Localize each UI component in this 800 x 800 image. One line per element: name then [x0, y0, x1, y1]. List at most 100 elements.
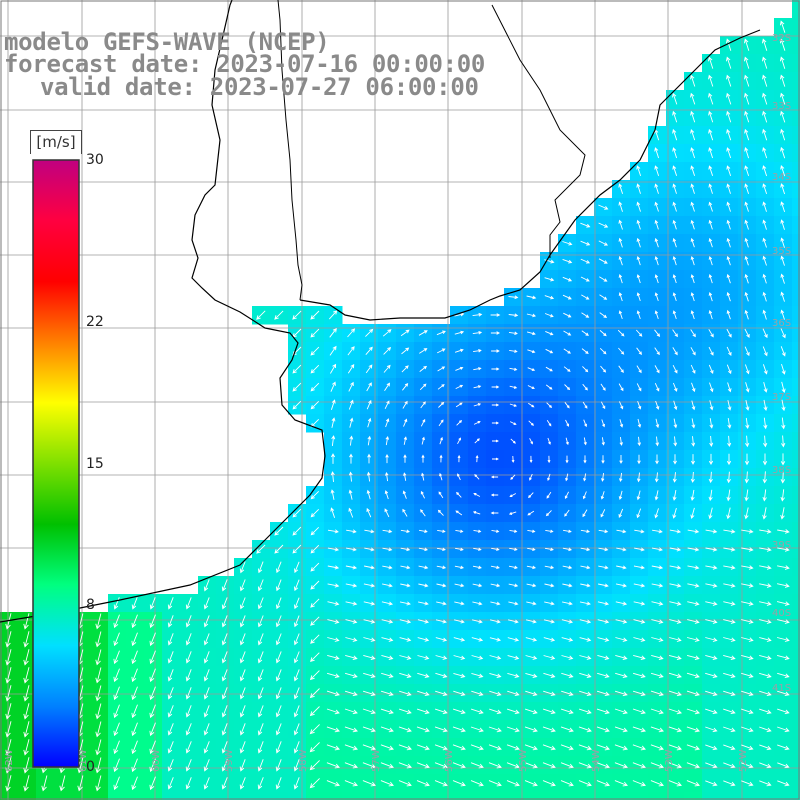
wind-arrow	[292, 508, 302, 518]
wind-arrow	[672, 274, 677, 284]
wind-arrow	[331, 453, 335, 464]
wind-arrow	[203, 741, 210, 754]
wind-speed-cell	[450, 792, 469, 800]
wind-arrow	[777, 565, 790, 570]
wind-arrow	[654, 147, 660, 159]
wind-arrow	[560, 744, 574, 751]
wind-arrow	[562, 258, 573, 264]
wind-arrow	[561, 690, 574, 697]
wind-arrow	[668, 654, 682, 661]
wind-arrow	[616, 565, 627, 570]
wind-arrow	[256, 544, 266, 554]
wind-arrow	[632, 780, 646, 787]
wind-arrow	[741, 708, 754, 715]
wind-arrow	[655, 436, 660, 447]
wind-arrow	[327, 547, 340, 552]
wind-arrow	[399, 690, 412, 697]
wind-arrow	[744, 128, 750, 141]
wind-arrow	[744, 346, 750, 357]
wind-arrow	[655, 400, 660, 410]
wind-arrow	[490, 313, 501, 317]
wind-arrow	[579, 601, 591, 606]
wind-arrow	[185, 741, 192, 754]
wind-arrow	[691, 454, 695, 465]
wind-arrow	[326, 690, 340, 697]
wind-arrow	[727, 382, 732, 393]
wind-arrow	[402, 382, 409, 391]
wind-arrow	[403, 436, 408, 445]
wind-arrow	[705, 637, 718, 642]
wind-arrow	[654, 329, 661, 337]
wind-arrow	[257, 705, 264, 718]
wind-arrow	[239, 687, 246, 700]
wind-arrow	[526, 331, 536, 336]
wind-arrow	[419, 529, 428, 534]
wind-arrow	[403, 472, 407, 481]
wind-arrow	[690, 110, 696, 123]
wind-arrow	[636, 292, 641, 302]
wind-arrow	[275, 633, 282, 646]
wind-arrow	[762, 128, 768, 141]
wind-arrow	[5, 631, 12, 648]
wind-arrow	[741, 762, 754, 769]
wind-arrow	[382, 329, 392, 337]
wind-arrow	[131, 776, 138, 791]
wind-arrow	[687, 529, 700, 534]
wind-arrow	[275, 615, 282, 628]
wind-arrow	[149, 704, 156, 719]
wind-arrow	[507, 672, 520, 678]
wind-arrow	[636, 256, 641, 266]
wind-arrow	[344, 708, 358, 715]
wind-arrow	[363, 654, 376, 660]
wind-arrow	[490, 511, 499, 515]
wind-arrow	[780, 346, 786, 357]
wind-arrow	[293, 597, 300, 610]
river-uruguay	[277, 0, 303, 301]
wind-arrow	[293, 723, 300, 736]
wind-arrow	[452, 726, 466, 733]
wind-arrow	[455, 547, 464, 552]
wind-arrow	[452, 762, 466, 769]
wind-arrow	[529, 438, 533, 445]
wind-arrow	[344, 762, 358, 769]
wind-arrow	[239, 723, 246, 736]
wind-arrow	[741, 672, 754, 679]
wind-arrow	[435, 690, 448, 697]
wind-arrow	[618, 490, 623, 501]
wind-arrow	[596, 690, 610, 697]
wind-arrow	[362, 780, 376, 787]
wind-arrow	[672, 329, 678, 338]
wind-arrow	[780, 110, 786, 123]
wind-arrow	[221, 633, 228, 646]
wind-speed-cell	[792, 252, 800, 271]
wind-arrow	[167, 705, 174, 718]
longitude-label: 59W	[224, 749, 235, 772]
wind-arrow	[781, 381, 786, 394]
wind-arrow	[326, 726, 340, 733]
wind-arrow	[777, 780, 790, 787]
wind-arrow	[777, 744, 790, 751]
wind-arrow	[507, 619, 519, 624]
wind-arrow	[167, 687, 174, 700]
wind-speed-cell	[792, 414, 800, 433]
wind-arrow	[542, 726, 556, 733]
wind-arrow	[651, 637, 664, 642]
wind-arrow	[416, 780, 430, 787]
wind-arrow	[331, 417, 336, 428]
wind-arrow	[687, 583, 700, 588]
longitude-label: 62W	[4, 749, 15, 772]
wind-arrow	[488, 744, 502, 751]
wind-speed-cell	[756, 792, 775, 800]
wind-arrow	[708, 219, 713, 230]
wind-arrow	[723, 672, 736, 679]
wind-arrow	[744, 219, 749, 230]
wind-speed-cell	[792, 288, 800, 307]
wind-arrow	[690, 237, 695, 248]
wind-arrow	[453, 637, 466, 642]
wind-arrow	[348, 381, 354, 392]
wind-arrow	[723, 565, 736, 570]
wind-arrow	[454, 565, 465, 570]
wind-arrow	[581, 330, 589, 336]
wind-arrow	[599, 312, 608, 318]
wind-arrow	[687, 601, 700, 606]
